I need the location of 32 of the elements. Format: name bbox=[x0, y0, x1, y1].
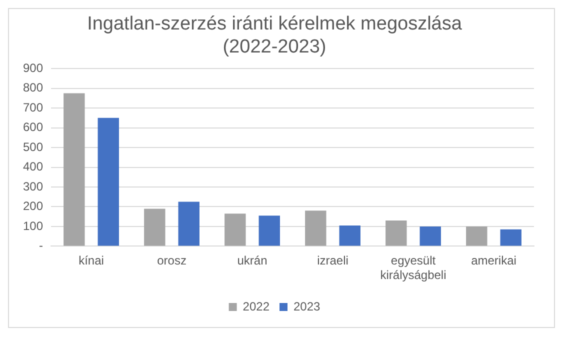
x-tick-label: ukrán bbox=[237, 254, 268, 268]
bar bbox=[144, 208, 166, 246]
bar bbox=[224, 214, 246, 246]
bar bbox=[98, 118, 119, 246]
y-tick-label: 600 bbox=[22, 120, 44, 134]
x-tick-label: egyesült királyságbeli bbox=[380, 254, 446, 282]
x-tick-label: kínai bbox=[78, 254, 104, 268]
y-tick-label: 900 bbox=[22, 60, 44, 75]
text: (2022-2023) bbox=[222, 36, 326, 58]
y-tick-label: 500 bbox=[22, 140, 44, 154]
legend-label: 2022 bbox=[242, 299, 270, 314]
y-tick-label: 800 bbox=[22, 80, 44, 95]
legend-label: 2023 bbox=[294, 299, 321, 314]
y-tick-label: 400 bbox=[22, 160, 44, 174]
bar bbox=[178, 202, 200, 246]
bar bbox=[339, 225, 360, 246]
x-tick-label: izraeli bbox=[317, 254, 348, 268]
bar bbox=[500, 229, 522, 246]
text: Ingatlan-szerzés iránti kérelmek megoszlása bbox=[87, 14, 462, 35]
y-tick-label: 100 bbox=[22, 218, 44, 233]
y-tick-label: 300 bbox=[22, 179, 44, 194]
bar bbox=[420, 226, 441, 246]
x-tick-label: orosz bbox=[157, 254, 186, 268]
x-tick-label: amerikai bbox=[471, 254, 516, 268]
bar bbox=[258, 216, 280, 246]
bar bbox=[386, 220, 407, 246]
bar bbox=[64, 93, 85, 246]
y-tick-label: 700 bbox=[22, 100, 44, 114]
y-tick-label: - bbox=[39, 238, 44, 253]
bar bbox=[305, 210, 326, 246]
y-tick-label: 200 bbox=[22, 199, 44, 214]
bar bbox=[466, 226, 488, 246]
